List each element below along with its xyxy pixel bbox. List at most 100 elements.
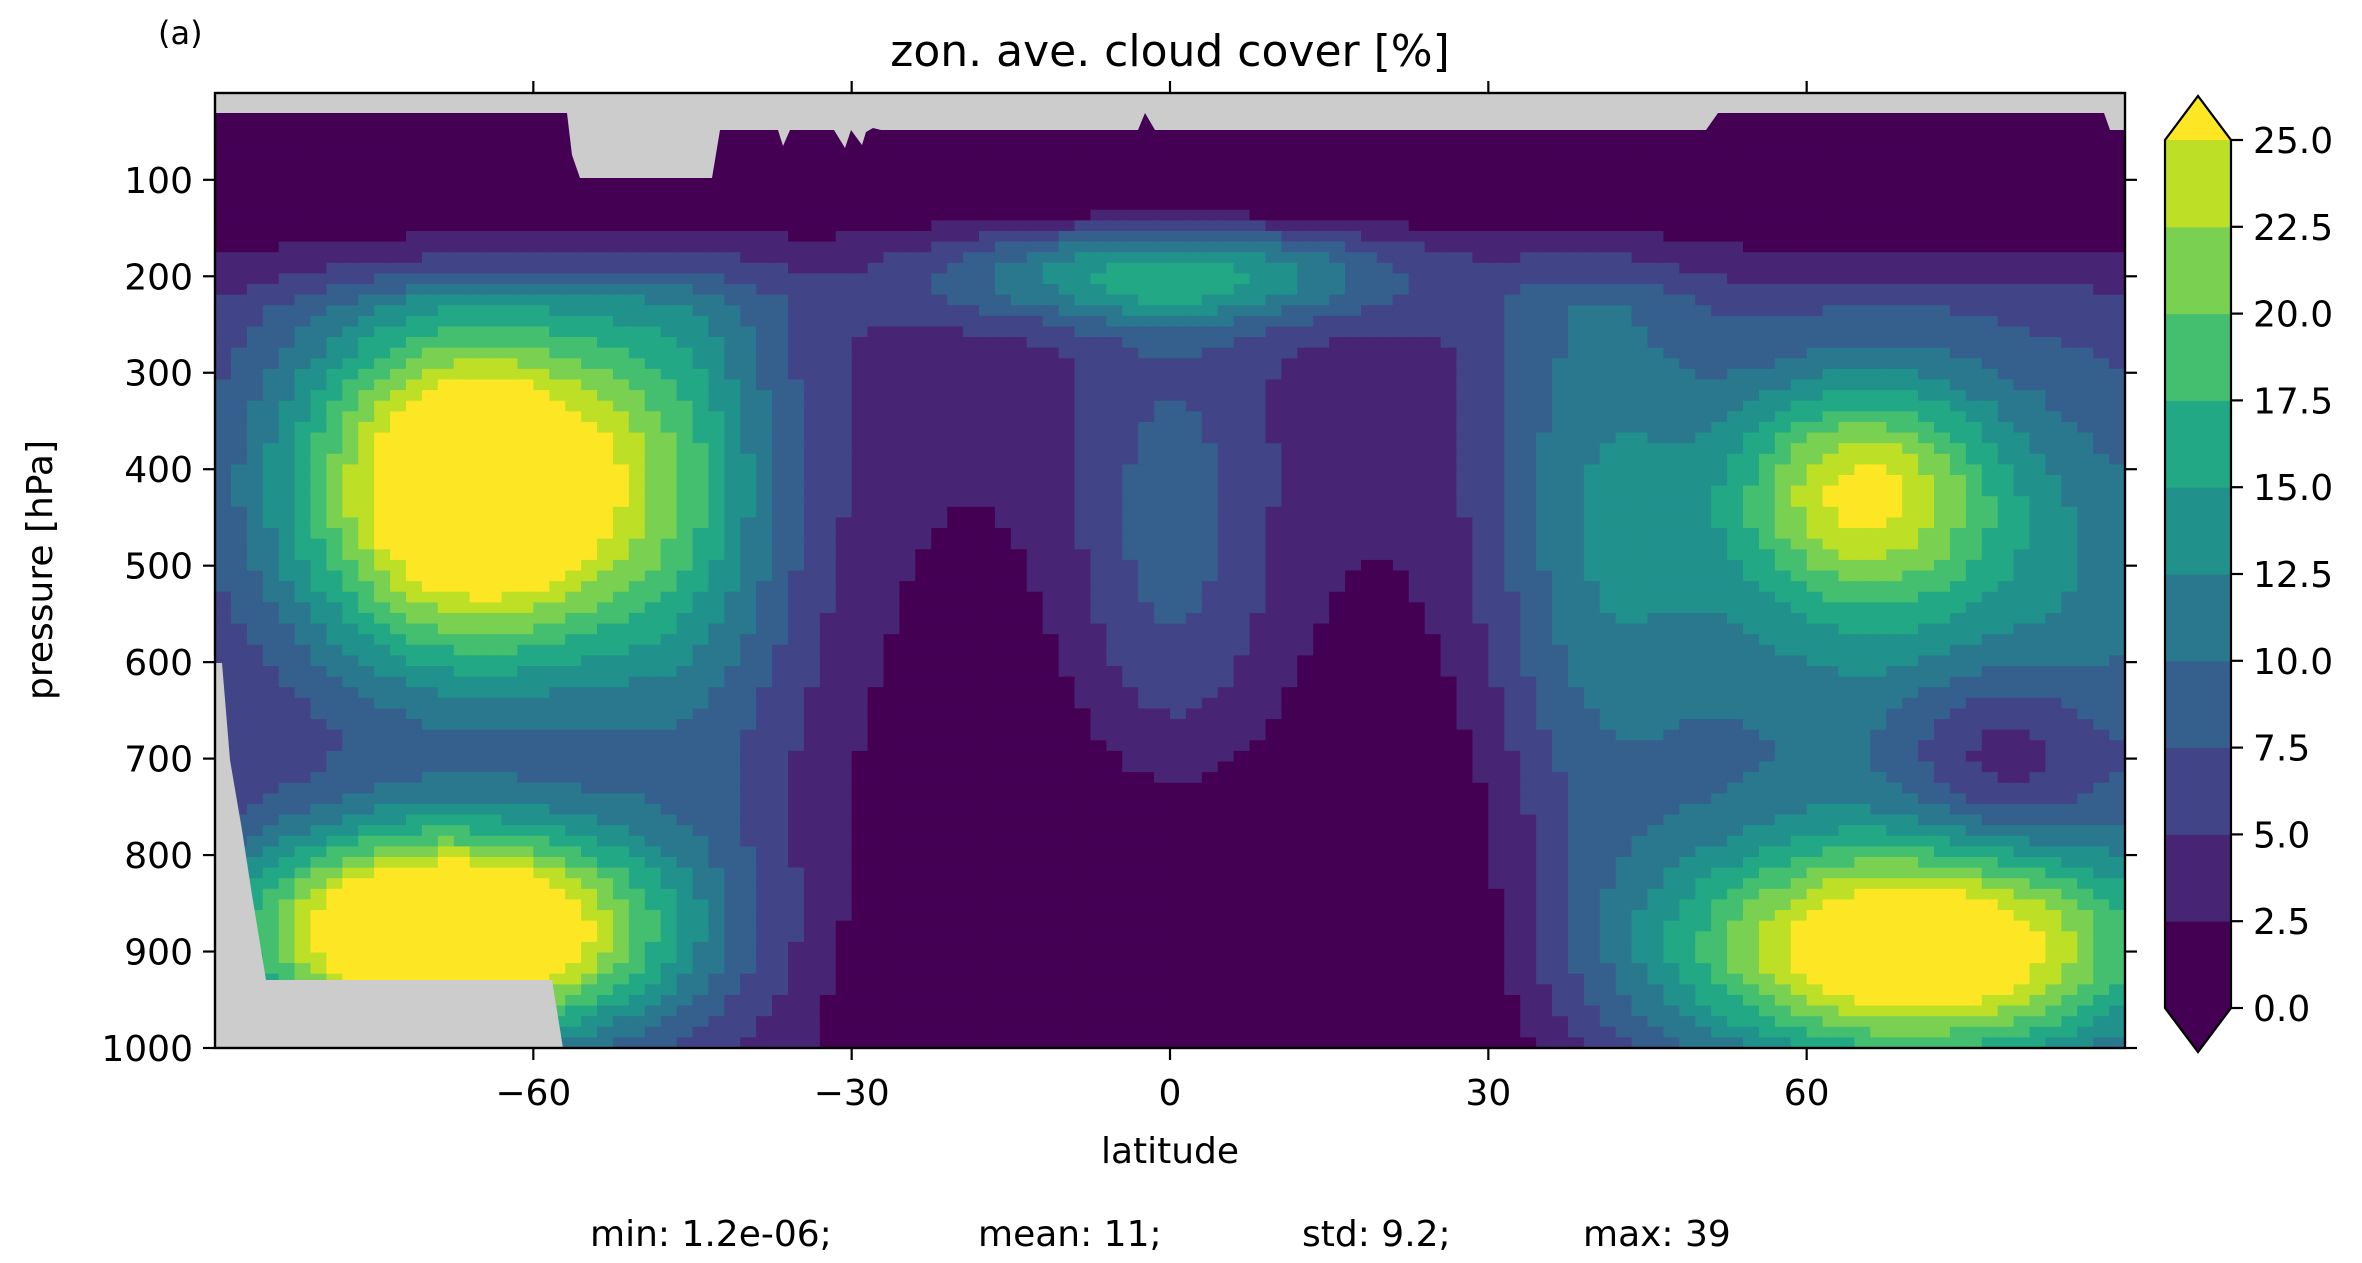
contour-cell xyxy=(1822,114,1840,126)
contour-cell xyxy=(772,485,789,497)
contour-cell xyxy=(1743,379,1760,391)
contour-cell xyxy=(1106,506,1123,519)
contour-cell xyxy=(1281,453,1298,465)
contour-cell xyxy=(1552,379,1569,391)
contour-cell xyxy=(740,475,757,487)
contour-cell xyxy=(374,400,391,412)
contour-cell xyxy=(246,273,264,285)
contour-cell xyxy=(1567,347,1585,359)
contour-cell xyxy=(581,326,598,338)
contour-cell xyxy=(979,368,996,381)
contour-cell xyxy=(1711,315,1728,328)
contour-cell xyxy=(1154,390,1171,402)
contour-cell xyxy=(1440,421,1458,434)
contour-cell xyxy=(788,241,805,253)
contour-cell xyxy=(469,326,487,338)
contour-cell xyxy=(1281,220,1298,232)
contour-cell xyxy=(1870,506,1887,519)
contour-cell xyxy=(1217,421,1235,434)
contour-cell xyxy=(294,124,312,137)
contour-cell xyxy=(994,241,1012,253)
contour-cell xyxy=(1949,432,1967,444)
contour-cell xyxy=(883,305,901,317)
contour-cell xyxy=(756,326,773,338)
contour-cell xyxy=(278,305,296,317)
contour-cell xyxy=(390,273,407,285)
contour-cell xyxy=(1201,517,1219,529)
contour-cell xyxy=(851,337,869,349)
contour-cell xyxy=(1886,262,1903,274)
contour-cell xyxy=(374,167,391,179)
contour-cell xyxy=(358,135,375,147)
contour-cell xyxy=(469,294,487,306)
contour-cell xyxy=(1440,124,1458,137)
contour-cell xyxy=(342,475,359,487)
contour-cell xyxy=(1997,368,2015,381)
contour-cell xyxy=(1567,156,1585,168)
contour-cell xyxy=(2077,114,2094,126)
contour-cell xyxy=(660,347,678,359)
contour-cell xyxy=(1886,220,1903,232)
contour-cell xyxy=(2109,347,2125,359)
contour-cell xyxy=(1743,209,1760,221)
contour-cell xyxy=(1965,241,1983,253)
contour-cell xyxy=(2045,453,2062,465)
contour-cell xyxy=(1345,305,1362,317)
contour-cell xyxy=(1758,305,1776,317)
contour-cell xyxy=(1376,230,1394,243)
contour-cell xyxy=(1329,188,1346,200)
contour-cell xyxy=(788,209,805,221)
contour-cell xyxy=(533,411,550,423)
contour-cell xyxy=(2013,262,2031,274)
contour-cell xyxy=(1743,305,1760,317)
contour-cell xyxy=(1249,294,1267,306)
contour-cell xyxy=(1663,294,1680,306)
contour-cell xyxy=(453,124,471,137)
contour-cell xyxy=(278,517,296,529)
contour-cell xyxy=(963,146,980,158)
contour-cell xyxy=(1042,453,1060,465)
contour-cell xyxy=(1249,496,1267,508)
contour-cell xyxy=(1902,188,1919,200)
contour-cell xyxy=(310,390,328,402)
contour-cell xyxy=(246,326,264,338)
contour-cell xyxy=(1329,400,1346,412)
contour-cell xyxy=(676,262,694,274)
contour-cell xyxy=(1583,284,1601,296)
contour-cell xyxy=(2077,241,2094,253)
contour-cell xyxy=(1042,337,1060,349)
contour-cell xyxy=(1902,114,1919,126)
contour-cell xyxy=(1233,124,1251,137)
contour-cell xyxy=(1488,421,1505,434)
contour-cell xyxy=(310,506,328,519)
contour-cell xyxy=(501,411,519,423)
contour-cell xyxy=(1520,135,1537,147)
contour-cell xyxy=(644,528,662,540)
contour-cell xyxy=(1440,464,1458,476)
contour-cell xyxy=(485,156,503,168)
contour-cell xyxy=(1042,358,1060,370)
contour-cell xyxy=(1838,475,1856,487)
contour-cell xyxy=(1965,156,1983,168)
contour-cell xyxy=(1154,188,1171,200)
contour-cell xyxy=(230,209,248,221)
contour-cell xyxy=(740,273,757,285)
contour-cell xyxy=(262,114,280,126)
contour-cell xyxy=(979,305,996,317)
contour-cell xyxy=(1631,273,1649,285)
contour-cell xyxy=(1758,135,1776,147)
contour-cell xyxy=(1408,326,1426,338)
contour-cell xyxy=(1520,453,1537,465)
contour-cell xyxy=(994,326,1012,338)
contour-cell xyxy=(390,485,407,497)
contour-cell xyxy=(1090,188,1107,200)
contour-cell xyxy=(979,177,996,190)
contour-cell xyxy=(788,124,805,137)
contour-cell xyxy=(1090,432,1107,444)
contour-cell xyxy=(469,528,487,540)
contour-cell xyxy=(1695,411,1712,423)
contour-cell xyxy=(963,167,980,179)
contour-cell xyxy=(1106,453,1123,465)
contour-cell xyxy=(1567,432,1585,444)
contour-cell xyxy=(1138,135,1155,147)
